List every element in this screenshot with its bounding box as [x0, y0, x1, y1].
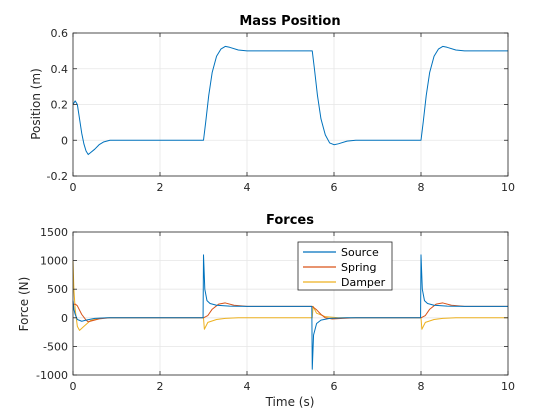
y-tick-label: -0.2 [47, 170, 68, 183]
y-tick-label: 0.6 [51, 27, 69, 40]
chart-title-position: Mass Position [239, 14, 340, 29]
x-tick-label: 6 [331, 181, 338, 194]
y-tick-label: -500 [43, 340, 68, 353]
series-position [72, 45, 508, 156]
series-forces [72, 254, 508, 370]
y-tick-label: 0 [61, 134, 68, 147]
y-tick-label: 500 [47, 283, 68, 296]
y-tick-label: 0.4 [51, 63, 69, 76]
x-tick-label: 0 [70, 181, 77, 194]
y-tick-label: 0 [61, 312, 68, 325]
x-tick-label: 6 [331, 380, 338, 393]
legend-label-spring: Spring [341, 261, 377, 274]
legend-label-damper: Damper [341, 276, 386, 289]
ticks-position: 0 2 4 6 8 10-0.200.20.40.6 [47, 27, 515, 194]
axes-position: 0 2 4 6 8 10-0.200.20.40.6 Mass Position Posi… [29, 14, 515, 194]
x-tick-label: 10 [501, 181, 515, 194]
legend: Source Spring Damper [297, 241, 393, 291]
y-tick-label: 1000 [40, 255, 68, 268]
series-line-damper [72, 260, 508, 331]
legend-label-source: Source [341, 246, 379, 259]
x-tick-label: 4 [244, 181, 251, 194]
series-line-source [72, 254, 508, 370]
axes-box-forces [72, 231, 509, 376]
y-tick-label: 1500 [40, 226, 68, 239]
x-tick-label: 2 [157, 181, 164, 194]
y-axis-label-position: Position (m) [29, 68, 43, 140]
axes-forces: 0 2 4 6 8 10 -1000 -500 0 500 1000 1500 Forces Forc… [17, 213, 515, 409]
chart-title-forces: Forces [266, 213, 314, 228]
x-tick-label: 0 [70, 380, 77, 393]
x-tick-label: 4 [244, 380, 251, 393]
y-tick-label: 0.2 [51, 99, 69, 112]
series-line-position [72, 45, 508, 156]
y-axis-label-forces: Force (N) [17, 277, 31, 332]
x-tick-label: 8 [418, 380, 425, 393]
x-tick-label: 10 [501, 380, 515, 393]
ticks-forces: 0 2 4 6 8 10 -1000 -500 0 500 1000 1500 [36, 226, 515, 393]
x-tick-label: 2 [157, 380, 164, 393]
x-tick-label: 8 [418, 181, 425, 194]
legend-box [297, 241, 393, 291]
y-tick-label: -1000 [36, 369, 68, 382]
x-axis-label-forces: Time (s) [265, 395, 315, 409]
